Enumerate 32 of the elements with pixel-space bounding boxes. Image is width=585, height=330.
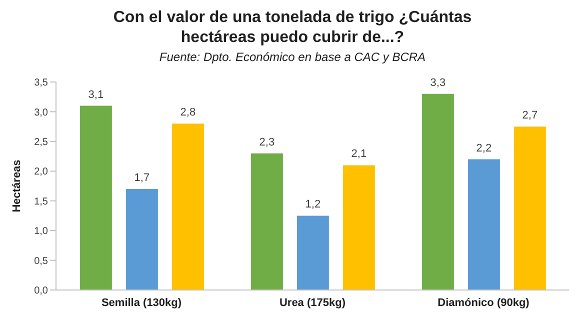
y-tick-label: 3,5 (34, 78, 48, 89)
data-label: 1,7 (134, 172, 150, 184)
y-tick-label: 0,0 (34, 286, 48, 297)
y-tick-label: 3,0 (34, 107, 48, 118)
data-label: 2,7 (522, 110, 538, 122)
data-label: 2,1 (351, 148, 367, 160)
x-tick-label: Urea (175kg) (279, 296, 346, 309)
data-label: 1,2 (305, 198, 321, 211)
x-tick-label: Diamónico (90kg) (438, 296, 530, 309)
y-tick-label: 0,5 (34, 256, 48, 267)
chart-subtitle: Fuente: Dpto. Económico en base a CAC y BCRA (158, 50, 427, 64)
y-axis-title: Hectáreas (10, 160, 23, 212)
bar (250, 153, 283, 290)
data-label: 2,8 (180, 106, 196, 119)
bar (126, 188, 158, 290)
y-tick-label: 1,0 (34, 226, 48, 238)
data-label: 3,3 (430, 76, 446, 89)
bar (468, 159, 500, 290)
bar (342, 165, 375, 290)
bar (80, 106, 112, 290)
bar (514, 126, 546, 290)
data-label: 3,1 (88, 88, 104, 101)
data-label: 2,3 (259, 136, 275, 148)
y-tick-label: 2,0 (34, 166, 48, 178)
y-tick-label: 2,5 (34, 136, 48, 148)
bar (296, 216, 329, 290)
bar (422, 94, 454, 290)
bar (172, 124, 204, 290)
chart-title: Con el valor de una tonelada de trigo ¿Cuántas hectáreas puedo cubrir de...? (112, 8, 473, 48)
data-label: 2,2 (476, 142, 492, 154)
y-tick-label: 1,5 (34, 196, 48, 208)
x-tick-label: Semilla (130kg) (101, 296, 182, 309)
